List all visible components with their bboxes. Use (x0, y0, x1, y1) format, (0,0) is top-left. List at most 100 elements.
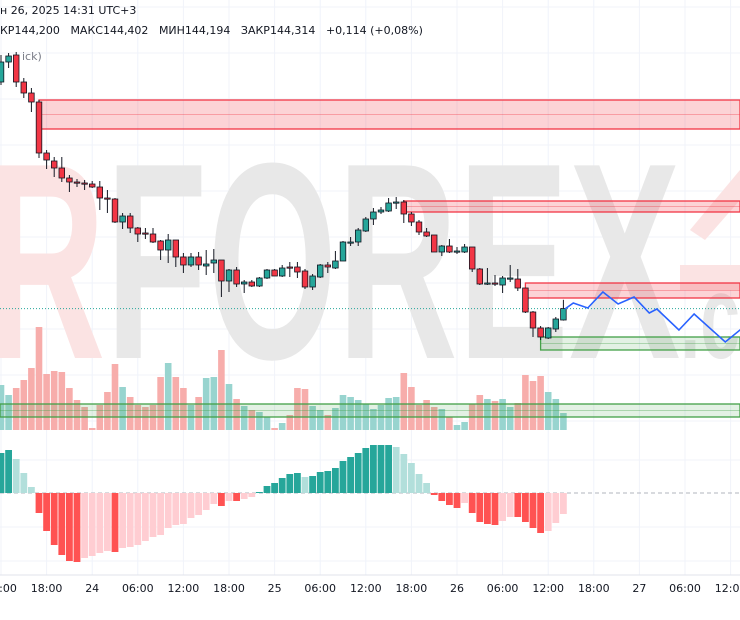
change-value: +0,114 (+0,08%) (325, 24, 423, 37)
time-tick-label: 12:00 (0, 582, 17, 595)
candle-down (12, 54, 20, 83)
volume-bar (66, 388, 73, 430)
volume-bar (286, 415, 294, 430)
oscillator-bar (81, 493, 88, 558)
volume-bar (294, 388, 301, 430)
candle-up (0, 61, 5, 83)
volume-bar (354, 400, 362, 430)
oscillator-bar (400, 454, 408, 493)
time-tick-label: 24 (85, 582, 99, 595)
candle-up (278, 267, 286, 277)
candle-down (134, 227, 141, 235)
candle-up (256, 277, 263, 287)
time-tick-label: 06:00 (122, 582, 154, 595)
volume-bar (506, 407, 514, 430)
candle-down (294, 266, 301, 273)
oscillator-bar (278, 478, 286, 493)
oscillator-bar (461, 493, 468, 503)
candle-up (164, 239, 172, 251)
oscillator-bar (438, 493, 446, 501)
candle-up (187, 256, 195, 266)
candle-down (324, 264, 331, 268)
volume-bar (484, 399, 491, 430)
volume-bar (43, 374, 50, 430)
candle-down (35, 101, 43, 154)
volume-bar (453, 425, 461, 430)
candle-down (529, 311, 537, 329)
watermark-logo: RFOREX.c (0, 106, 740, 418)
oscillator-bar (96, 493, 104, 553)
oscillator-bar (35, 493, 43, 513)
volume-bar (537, 376, 544, 430)
oscillator-bar (453, 493, 461, 508)
time-tick-label: 18:00 (396, 582, 428, 595)
volume-bar (5, 395, 12, 430)
close-value: ЗАКР144,314 (240, 24, 316, 37)
oscillator-bar (66, 493, 73, 561)
candle-down (514, 278, 521, 289)
candle-up (210, 259, 217, 264)
volume-bar (491, 401, 499, 430)
watermark-text: RFOREX.c (0, 106, 740, 418)
oscillator-bar (0, 453, 5, 493)
volume-bar (316, 410, 324, 430)
volume-bar (88, 428, 96, 430)
oscillator-bar (392, 447, 400, 493)
candle-up (370, 211, 377, 220)
oscillator-bar (111, 493, 119, 552)
candle-down (430, 234, 438, 253)
oscillator-bar (552, 493, 560, 523)
time-axis[interactable]: 12:00 18:00 24 06:00 12:00 18:00 25 06:00 12:00 1… (0, 582, 740, 595)
volume-bar (301, 389, 309, 430)
volume-bar (50, 371, 58, 430)
oscillator-bar (187, 493, 195, 518)
candle-down (104, 197, 111, 200)
candle-down (180, 256, 187, 266)
oscillator-bar (28, 487, 35, 493)
candle-down (286, 266, 293, 269)
candle-down (66, 177, 73, 183)
oscillator-bar (256, 492, 263, 493)
time-tick-label: 18:00 (578, 582, 610, 595)
oscillator-bar (430, 493, 438, 495)
volume-bar (263, 417, 271, 430)
oscillator-bar (119, 493, 126, 548)
oscillator-bar (370, 445, 377, 493)
volume-bar (225, 384, 233, 430)
oscillator-bar (271, 483, 278, 493)
oscillator-bar (499, 493, 506, 521)
candle-up (354, 229, 362, 243)
oscillator-bar (294, 473, 301, 493)
oscillator-bar (210, 493, 218, 504)
oscillator-bar (514, 493, 522, 517)
candle-up (453, 250, 461, 253)
volume-bar (499, 399, 506, 430)
volume-bar (430, 407, 438, 430)
zones (0, 99, 740, 418)
volume-bar (461, 422, 468, 430)
candle-down (20, 81, 27, 94)
candle-up (225, 269, 233, 282)
volume-bar (271, 428, 278, 430)
oscillator-bar (529, 493, 537, 528)
candle-down (81, 182, 88, 185)
volume-bar (324, 415, 332, 430)
volume-bar (164, 363, 172, 430)
time-tick-label: 12:00 (532, 582, 564, 595)
volume-bar (58, 372, 66, 430)
oscillator-bar (347, 457, 354, 493)
oscillator-bar (446, 493, 453, 505)
oscillator-bar (126, 493, 134, 547)
oscillator-bar (180, 493, 187, 524)
candle-down (111, 198, 119, 223)
oscillator-bar (354, 453, 362, 493)
volume-bar (248, 410, 256, 430)
candle-down (491, 282, 499, 285)
oscillator-bar (5, 450, 12, 493)
oscillator-bar (134, 493, 142, 545)
candle-up (5, 55, 12, 63)
candle-up (309, 275, 316, 288)
time-tick-label: 06:00 (487, 582, 519, 595)
volume-bar (28, 368, 35, 430)
